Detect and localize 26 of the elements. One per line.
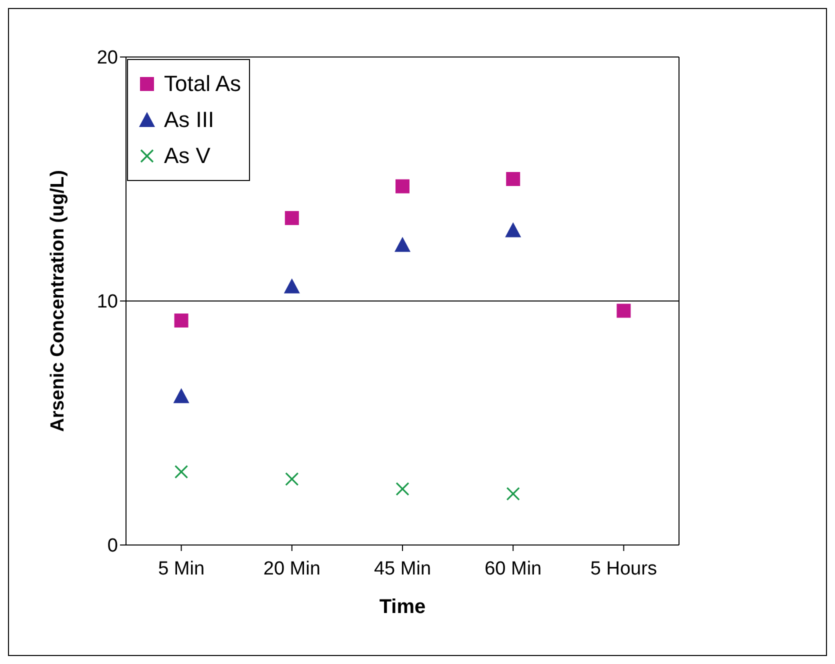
point <box>396 179 410 194</box>
x-tick-label: 60 Min <box>484 558 542 580</box>
point <box>285 472 299 486</box>
x-tick-label: 45 Min <box>374 558 432 580</box>
point <box>394 236 410 252</box>
y-tick-label: 10 <box>96 292 118 313</box>
x-tick-label: 5 Hours <box>590 558 657 580</box>
point <box>174 465 188 479</box>
point <box>506 486 520 501</box>
point <box>396 482 410 496</box>
x-axis-title: Time <box>379 596 426 618</box>
point <box>174 314 188 328</box>
point <box>506 172 520 186</box>
x-tick-label: 5 Min <box>158 558 205 580</box>
point <box>616 304 631 318</box>
point <box>173 388 190 404</box>
legend-label: Total As <box>164 71 242 97</box>
x-tick-label: 20 Min <box>263 558 320 580</box>
point <box>284 278 300 294</box>
point <box>284 211 299 226</box>
legend-label: As III <box>164 107 214 133</box>
y-tick-label: 0 <box>107 536 118 557</box>
y-axis-title: Arsenic Concentration (ug/L) <box>48 170 69 432</box>
y-tick-label: 20 <box>96 48 118 69</box>
point <box>505 222 522 238</box>
legend-label: As V <box>164 143 210 169</box>
